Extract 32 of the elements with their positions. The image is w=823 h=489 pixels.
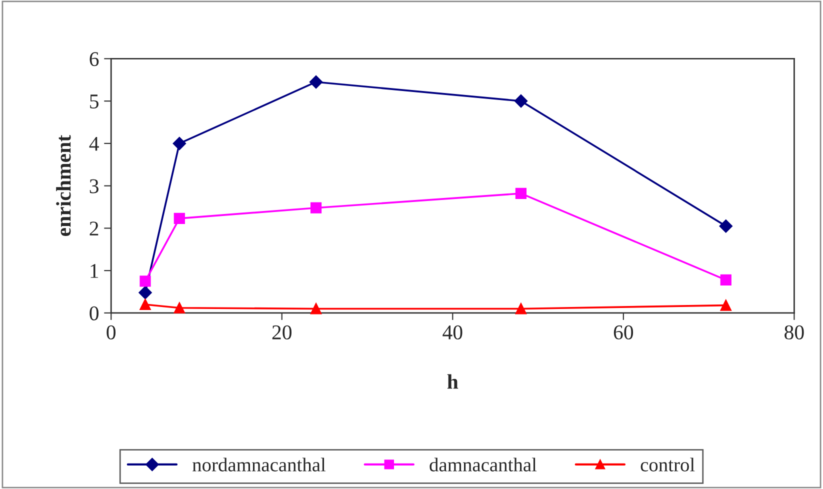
y-tick-label: 6 [90, 52, 99, 66]
point [310, 303, 322, 314]
point [515, 303, 527, 314]
y-tick-label: 4 [89, 136, 99, 151]
y-tick-label: 0 [90, 306, 99, 320]
y-tick-label: 2 [90, 222, 98, 236]
x-tick-label: 0 [106, 325, 116, 340]
point [174, 212, 185, 224]
point [719, 219, 732, 233]
x-tick-label: 20 [272, 325, 292, 340]
y-tick-label: 5 [90, 94, 98, 108]
legend-label: damnacanthal [430, 458, 537, 472]
point [138, 286, 152, 300]
x-tick-label: 60 [614, 325, 634, 340]
point [174, 302, 185, 314]
y-tick-label: 3 [90, 179, 98, 194]
point [172, 136, 186, 150]
y-axis-title: enrichment [56, 135, 71, 236]
point [515, 188, 527, 200]
point [720, 300, 732, 311]
point [514, 94, 528, 108]
legend-label: nordamnacanthal [192, 458, 326, 472]
x-tick-label: 80 [784, 325, 804, 340]
x-axis-title: h [447, 374, 458, 389]
legend-label: control [640, 458, 695, 472]
point [720, 274, 732, 286]
point [309, 75, 323, 89]
y-tick-label: 1 [90, 264, 98, 278]
point [140, 298, 151, 310]
x-tick-label: 40 [442, 325, 462, 340]
point [310, 202, 322, 214]
point [140, 276, 151, 287]
